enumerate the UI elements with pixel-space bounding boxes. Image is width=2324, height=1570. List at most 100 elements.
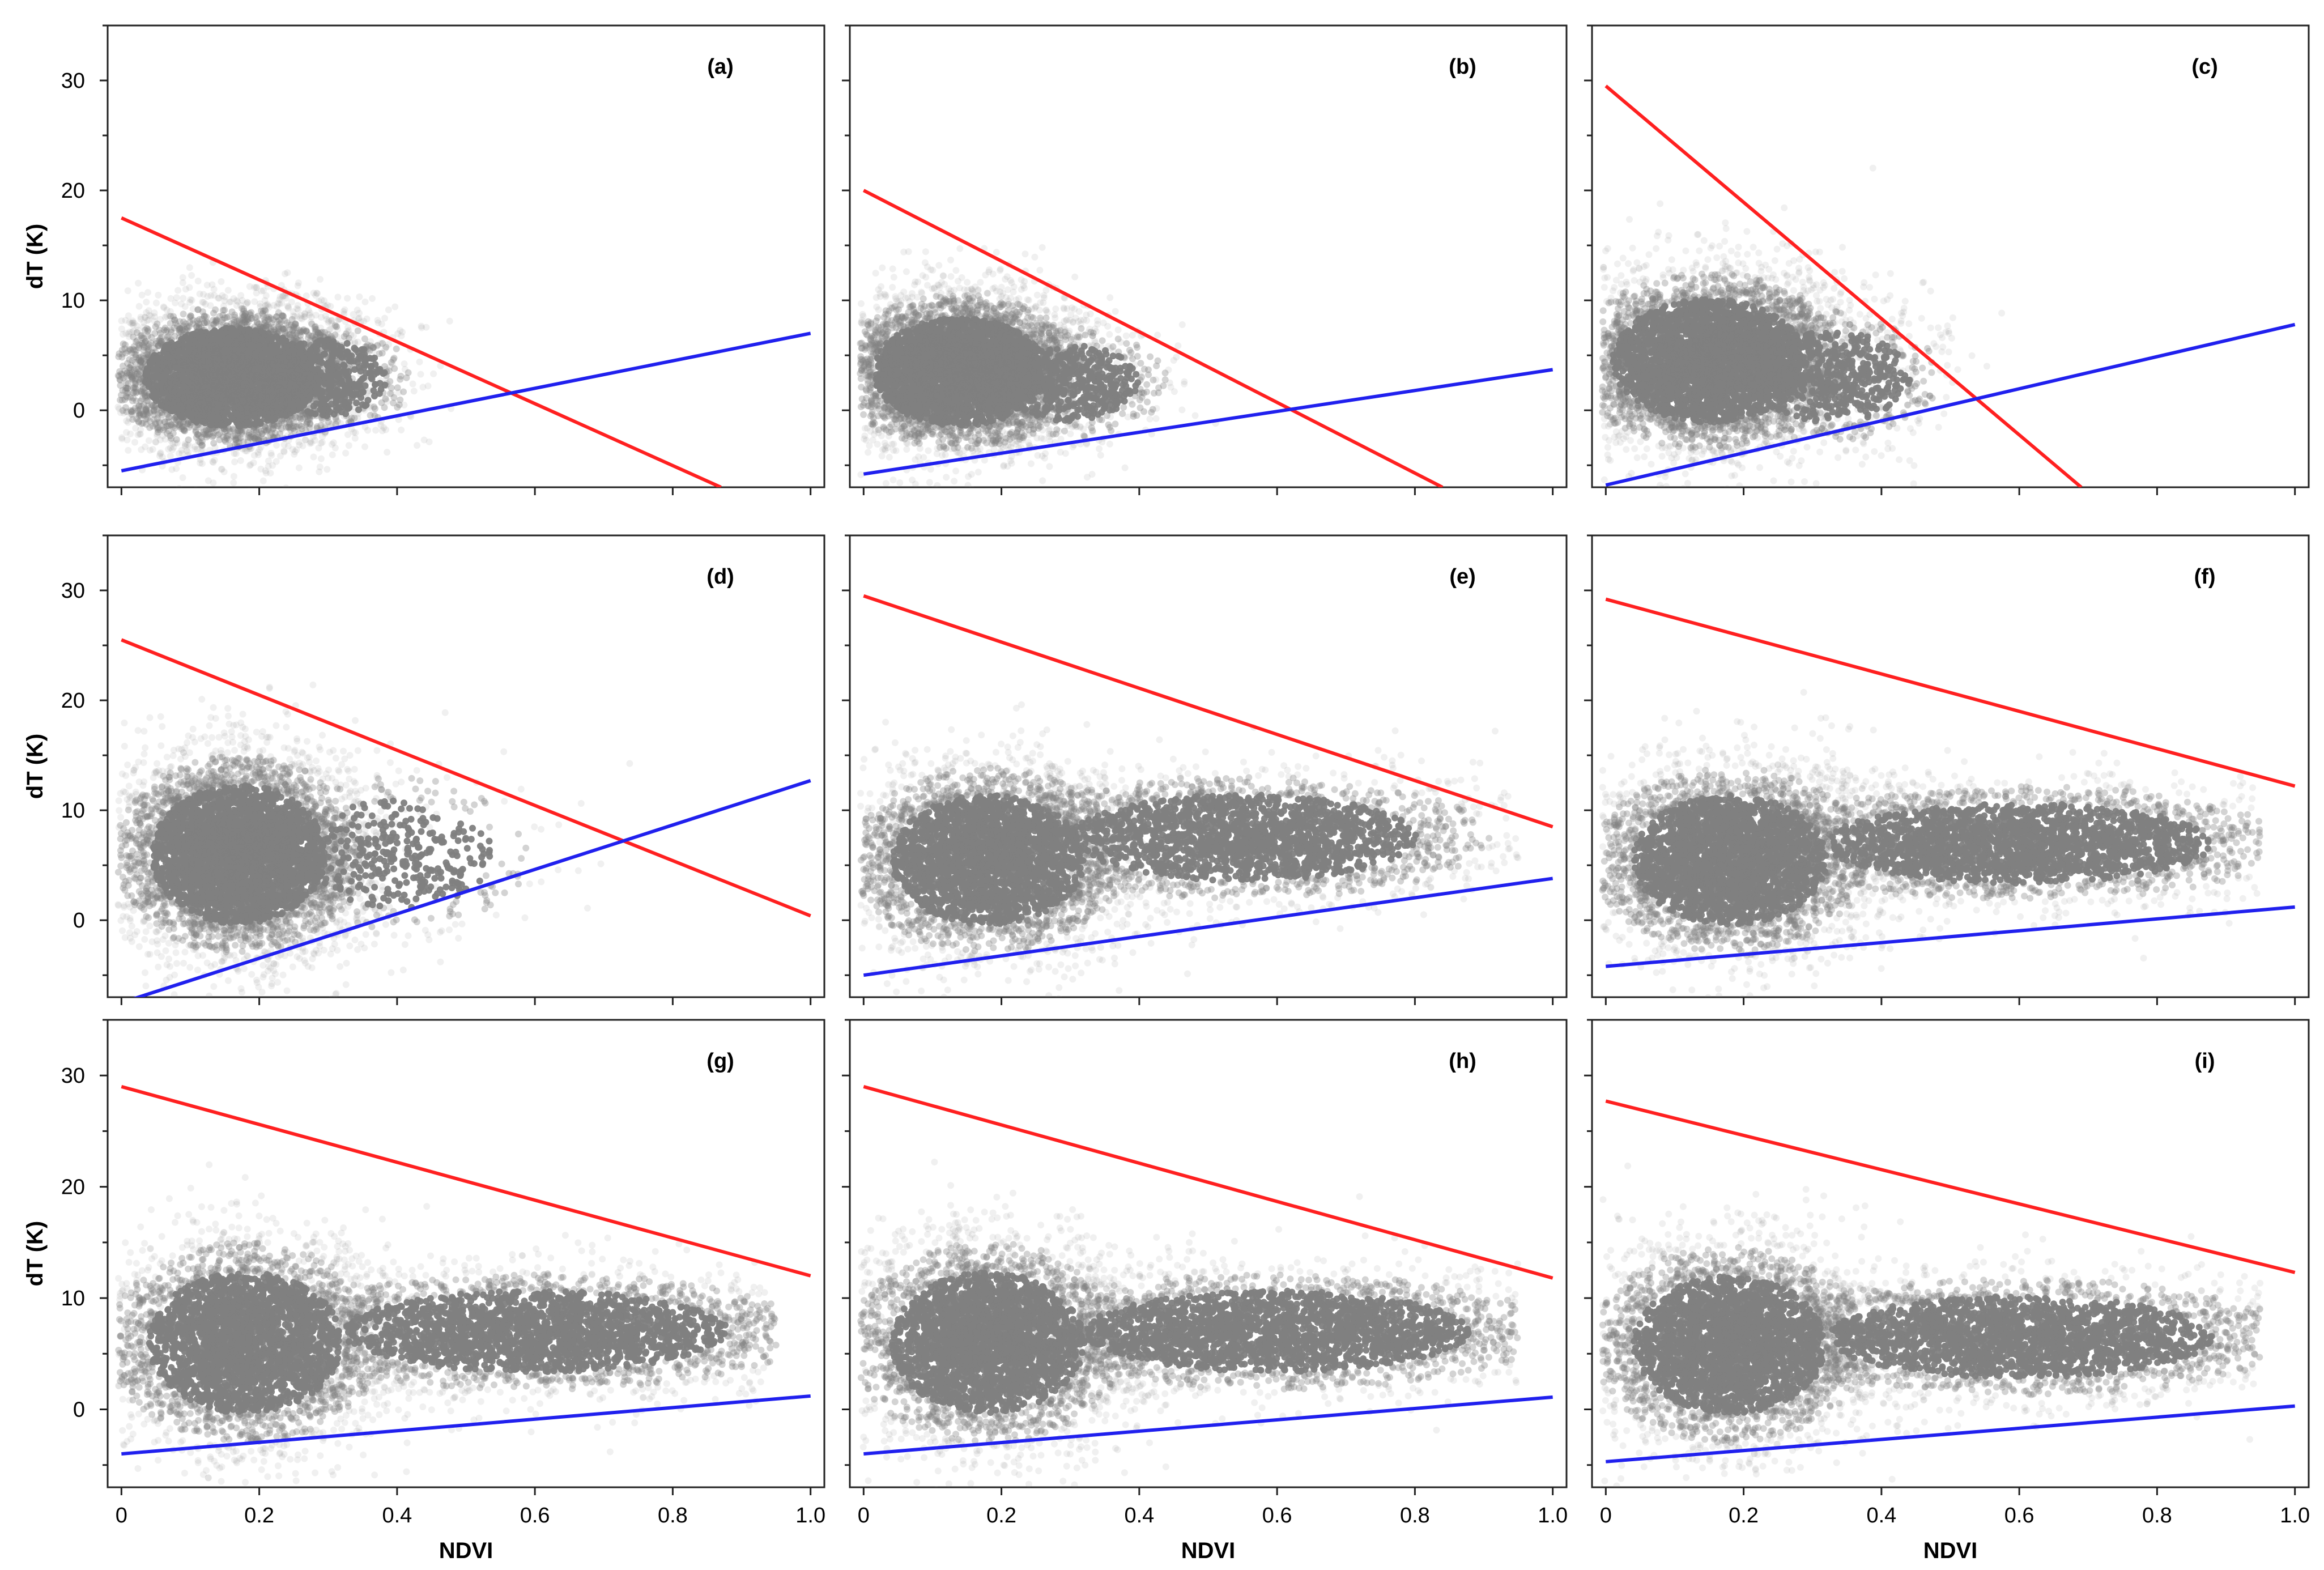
scatter-point (264, 388, 271, 395)
scatter-point (359, 375, 366, 382)
scatter-point (142, 392, 149, 399)
scatter-point (327, 421, 335, 428)
scatter-point (145, 437, 152, 444)
scatter-point (262, 308, 269, 314)
scatter-point (141, 390, 148, 397)
scatter-point (125, 446, 132, 454)
scatter-point (235, 429, 242, 437)
scatter-point (138, 446, 145, 453)
y-tick-label: 10 (61, 289, 85, 313)
scatter-point (122, 379, 130, 386)
scatter-point (117, 377, 124, 384)
scatter-point (176, 325, 183, 333)
scatter-point (143, 354, 151, 361)
scatter-point (310, 348, 318, 355)
scatter-point (149, 446, 156, 453)
scatter-point (370, 387, 377, 394)
scatter-point (133, 389, 140, 397)
scatter-point (135, 371, 143, 378)
scatter-point (165, 422, 173, 429)
scatter-point (137, 359, 144, 366)
scatter-point (198, 443, 205, 450)
scatter-point (178, 326, 186, 334)
panel-label: (a) (707, 55, 733, 79)
scatter-point (234, 364, 241, 372)
scatter-point (151, 403, 158, 411)
scatter-point (155, 291, 162, 299)
scatter-point (340, 308, 347, 315)
scatter-point (135, 418, 142, 425)
scatter-point (239, 313, 246, 321)
scatter-point (279, 312, 287, 320)
scatter-point (331, 323, 338, 330)
scatter-point (177, 419, 184, 427)
scatter-point (169, 446, 176, 453)
scatter-point (173, 465, 180, 473)
scatter-point (130, 322, 137, 329)
scatter-point (176, 377, 182, 385)
scatter-point (170, 313, 177, 320)
scatter-point (165, 414, 173, 421)
scatter-point (237, 292, 245, 299)
scatter-point (177, 411, 184, 418)
scatter-point (258, 430, 266, 437)
scatter-point (247, 337, 254, 344)
scatter-point (210, 317, 217, 324)
scatter-point (122, 330, 130, 337)
scatter-point (144, 332, 152, 339)
scatter-point (212, 319, 220, 326)
scatter-point (268, 452, 275, 459)
scatter-point (195, 321, 203, 328)
scatter-point (117, 409, 124, 416)
scatter-point (253, 284, 260, 291)
scatter-point (168, 336, 175, 343)
scatter-point (151, 313, 159, 320)
scatter-point (301, 414, 308, 421)
scatter-point (194, 320, 202, 327)
scatter-point (143, 389, 150, 397)
scatter-point (135, 356, 143, 364)
scatter-point (180, 295, 187, 302)
scatter-point (285, 303, 292, 310)
scatter-point (265, 313, 273, 321)
scatter-point (240, 305, 247, 313)
scatter-point (248, 352, 255, 360)
scatter-point (228, 308, 236, 316)
scatter-point (195, 324, 203, 331)
scatter-point (230, 473, 237, 480)
scatter-point (291, 448, 299, 456)
scatter-point (243, 317, 250, 324)
scatter-point (278, 300, 286, 307)
scatter-point (144, 367, 151, 375)
scatter-point (154, 426, 161, 433)
scatter-point (189, 412, 195, 420)
scatter-point (146, 391, 152, 398)
scatter-point (297, 314, 304, 322)
scatter-point (284, 304, 292, 312)
scatter-point (230, 295, 237, 302)
scatter-point (124, 389, 131, 397)
scatter-point (132, 424, 139, 432)
scatter-point (184, 420, 191, 428)
scatter-point (155, 382, 161, 389)
scatter-point (142, 313, 149, 321)
scatter-point (129, 407, 137, 414)
scatter-point (275, 327, 282, 334)
scatter-point (147, 339, 155, 347)
scatter-point (259, 477, 267, 484)
scatter-point (144, 289, 151, 296)
scatter-point (129, 317, 137, 325)
scatter-point (234, 298, 241, 305)
scatter-point (230, 479, 237, 487)
scatter-point (400, 388, 407, 395)
scatter-point (344, 431, 351, 439)
scatter-point (232, 432, 239, 439)
scatter-point (287, 412, 294, 420)
scatter-point (274, 300, 282, 307)
scatter-point (321, 329, 329, 336)
scatter-point (142, 406, 149, 414)
scatter-point (282, 484, 290, 487)
scatter-point (304, 419, 311, 426)
scatter-point (288, 298, 295, 305)
